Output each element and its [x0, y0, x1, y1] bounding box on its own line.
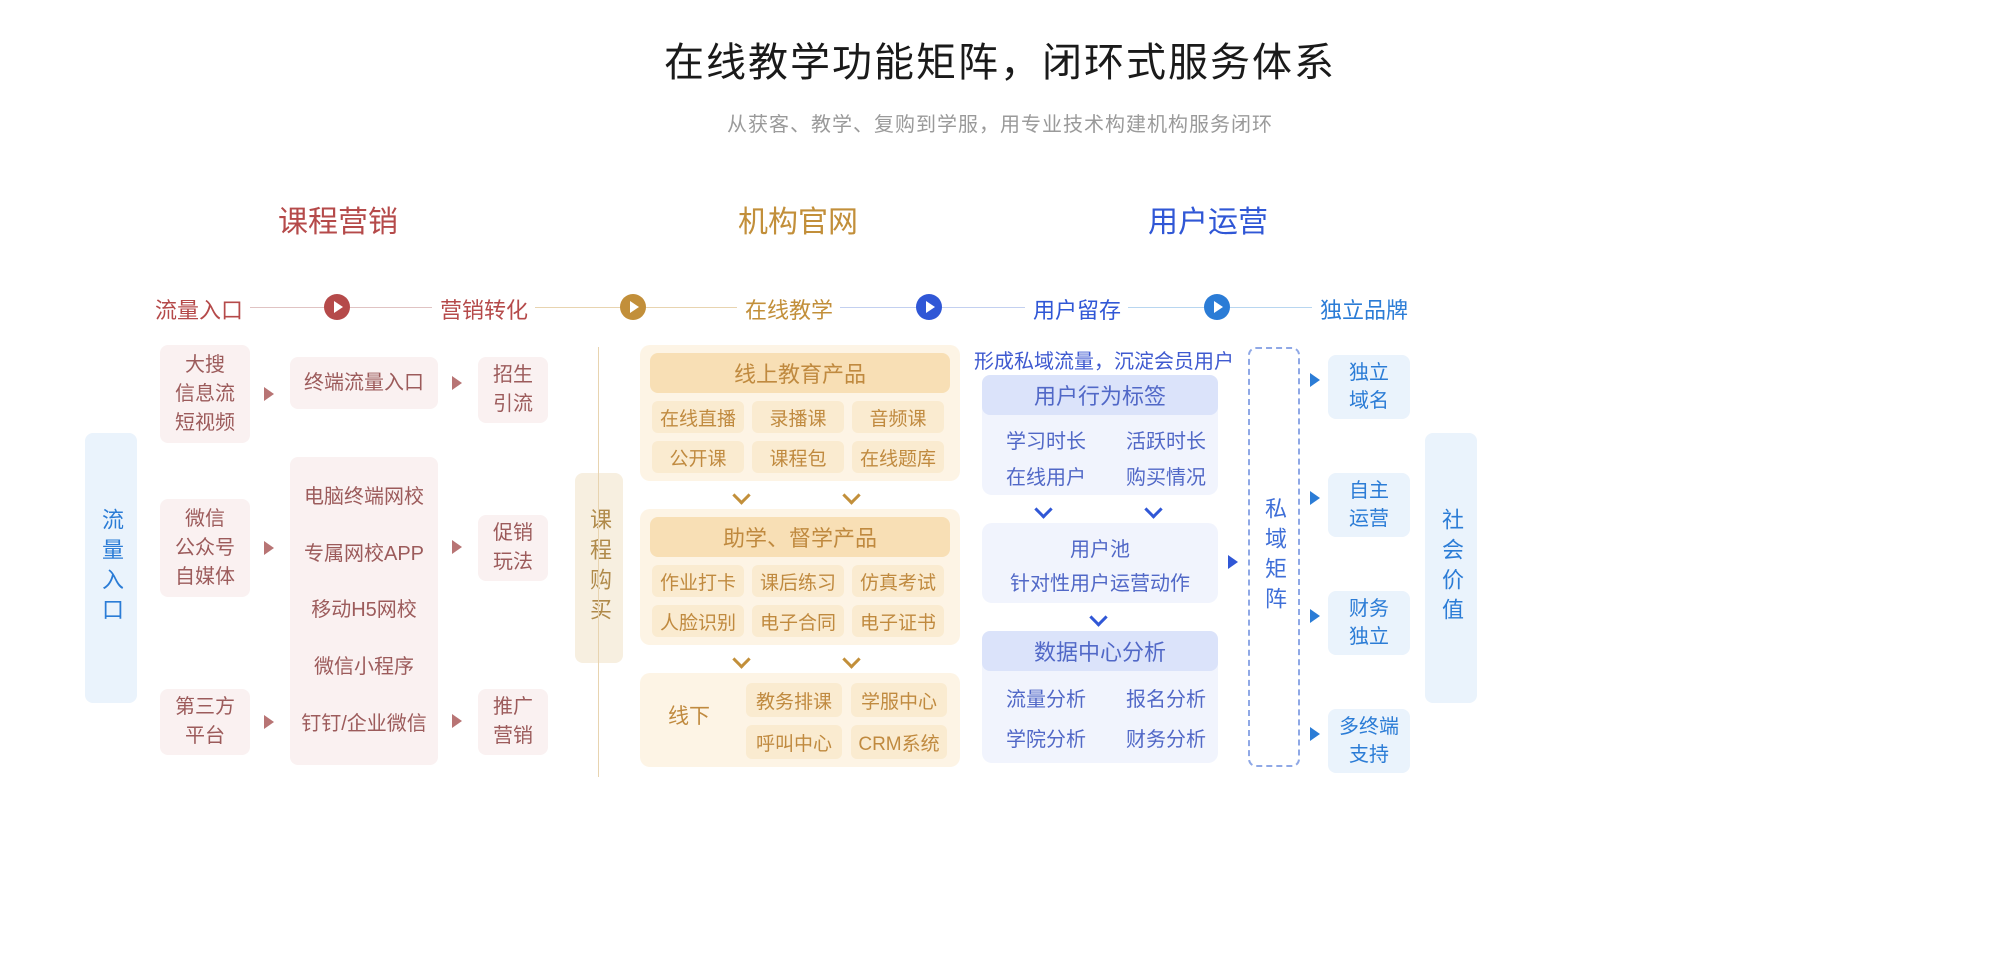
g1-pill-0: 在线直播 — [652, 401, 744, 433]
lb-caret-1 — [1310, 491, 1320, 505]
pink-col2-item-0: 电脑终端网校 — [304, 483, 424, 512]
pink-col1-0: 大搜信息流短视频 — [160, 345, 250, 443]
g3-pill-1: 学服中心 — [851, 683, 947, 717]
b1-item-2: 在线用户 — [1006, 461, 1086, 490]
course-buy-banner: 课程购买 — [575, 473, 623, 663]
circ-arrow-0 — [324, 294, 350, 320]
circ-arrow-1 — [620, 294, 646, 320]
pink-col3-2: 推广营销 — [478, 689, 548, 755]
b1-item-3: 购买情况 — [1126, 461, 1206, 490]
caret-col1-0 — [264, 387, 274, 401]
brand-card-3: 多终端支持 — [1328, 709, 1410, 773]
b2-l2: 针对性用户运营动作 — [982, 567, 1218, 596]
sub-header-0: 流量入口 — [155, 293, 243, 325]
orange-g3-label: 线下 — [654, 697, 724, 737]
left-banner: 流量入口 — [85, 433, 137, 703]
pink-col2-item-1: 专属网校APP — [304, 540, 424, 569]
sub-header-2: 在线教学 — [745, 293, 833, 325]
chev-g23-a — [735, 653, 751, 663]
chev-g12-a — [735, 489, 751, 499]
lb-caret-3 — [1310, 727, 1320, 741]
g1-pill-4: 课程包 — [752, 441, 844, 473]
brown-vline — [598, 347, 599, 777]
brand-card-2: 财务独立 — [1328, 591, 1410, 655]
pink-col3-1: 促销玩法 — [478, 515, 548, 581]
page-title: 在线教学功能矩阵，闭环式服务体系 — [0, 0, 2000, 88]
sub-header-1: 营销转化 — [440, 293, 528, 325]
lb-caret-0 — [1310, 373, 1320, 387]
blue-box3-title: 数据中心分析 — [982, 631, 1218, 671]
b3-item-3: 财务分析 — [1126, 723, 1206, 752]
private-matrix: 私域矩阵 — [1248, 347, 1300, 767]
page-subtitle: 从获客、教学、复购到学服，用专业技术构建机构服务闭环 — [0, 108, 2000, 137]
g2-pill-0: 作业打卡 — [652, 565, 744, 597]
pink-col3-0: 招生引流 — [478, 357, 548, 423]
pink-col2-item-4: 钉钉/企业微信 — [301, 710, 427, 739]
caret-blue-priv — [1228, 555, 1238, 569]
section-header-0: 课程营销 — [278, 197, 398, 241]
orange-g2-title: 助学、督学产品 — [650, 517, 950, 557]
b3-item-2: 学院分析 — [1006, 723, 1086, 752]
brand-card-0: 独立域名 — [1328, 355, 1410, 419]
g1-pill-5: 在线题库 — [852, 441, 944, 473]
caret-col2-0 — [452, 376, 462, 390]
g1-pill-2: 音频课 — [852, 401, 944, 433]
g2-pill-1: 课后练习 — [752, 565, 844, 597]
g2-pill-3: 人脸识别 — [652, 605, 744, 637]
caret-col2-1 — [452, 540, 462, 554]
g3-pill-3: CRM系统 — [851, 725, 947, 759]
caret-col2-2 — [452, 714, 462, 728]
sub-header-4: 独立品牌 — [1320, 293, 1408, 325]
b2-l1: 用户池 — [982, 533, 1218, 562]
b3-item-1: 报名分析 — [1126, 683, 1206, 712]
circ-arrow-3 — [1204, 294, 1230, 320]
chev-g12-b — [845, 489, 861, 499]
brand-card-1: 自主运营 — [1328, 473, 1410, 537]
b3-item-0: 流量分析 — [1006, 683, 1086, 712]
blue-caption: 形成私域流量，沉淀会员用户 — [974, 345, 1234, 374]
g2-pill-5: 电子证书 — [852, 605, 944, 637]
chev-g23-b — [845, 653, 861, 663]
sub-header-3: 用户留存 — [1033, 293, 1121, 325]
circ-arrow-2 — [916, 294, 942, 320]
pink-col1-2: 第三方平台 — [160, 689, 250, 755]
g1-pill-1: 录播课 — [752, 401, 844, 433]
right-banner: 社会价值 — [1425, 433, 1477, 703]
section-header-2: 用户运营 — [1148, 197, 1268, 241]
pink-col2-top: 终端流量入口 — [290, 357, 438, 409]
pink-col1-1: 微信公众号自媒体 — [160, 499, 250, 597]
chev-b12-b — [1147, 503, 1163, 513]
pink-col2-mid: 电脑终端网校专属网校APP 移动H5网校微信小程序钉钉/企业微信 — [290, 457, 438, 765]
blue-box1-title: 用户行为标签 — [982, 375, 1218, 415]
chev-b12-a — [1037, 503, 1053, 513]
g2-pill-2: 仿真考试 — [852, 565, 944, 597]
pink-col2-item-2: 移动H5网校 — [311, 596, 417, 625]
g1-pill-3: 公开课 — [652, 441, 744, 473]
orange-g1-title: 线上教育产品 — [650, 353, 950, 393]
b1-item-1: 活跃时长 — [1126, 425, 1206, 454]
pink-col2-item-3: 微信小程序 — [314, 653, 414, 682]
b1-item-0: 学习时长 — [1006, 425, 1086, 454]
lb-caret-2 — [1310, 609, 1320, 623]
g3-pill-0: 教务排课 — [746, 683, 842, 717]
caret-col1-1 — [264, 541, 274, 555]
g2-pill-4: 电子合同 — [752, 605, 844, 637]
section-header-1: 机构官网 — [738, 197, 858, 241]
caret-col1-2 — [264, 715, 274, 729]
g3-pill-2: 呼叫中心 — [746, 725, 842, 759]
chev-b23 — [1092, 611, 1108, 621]
